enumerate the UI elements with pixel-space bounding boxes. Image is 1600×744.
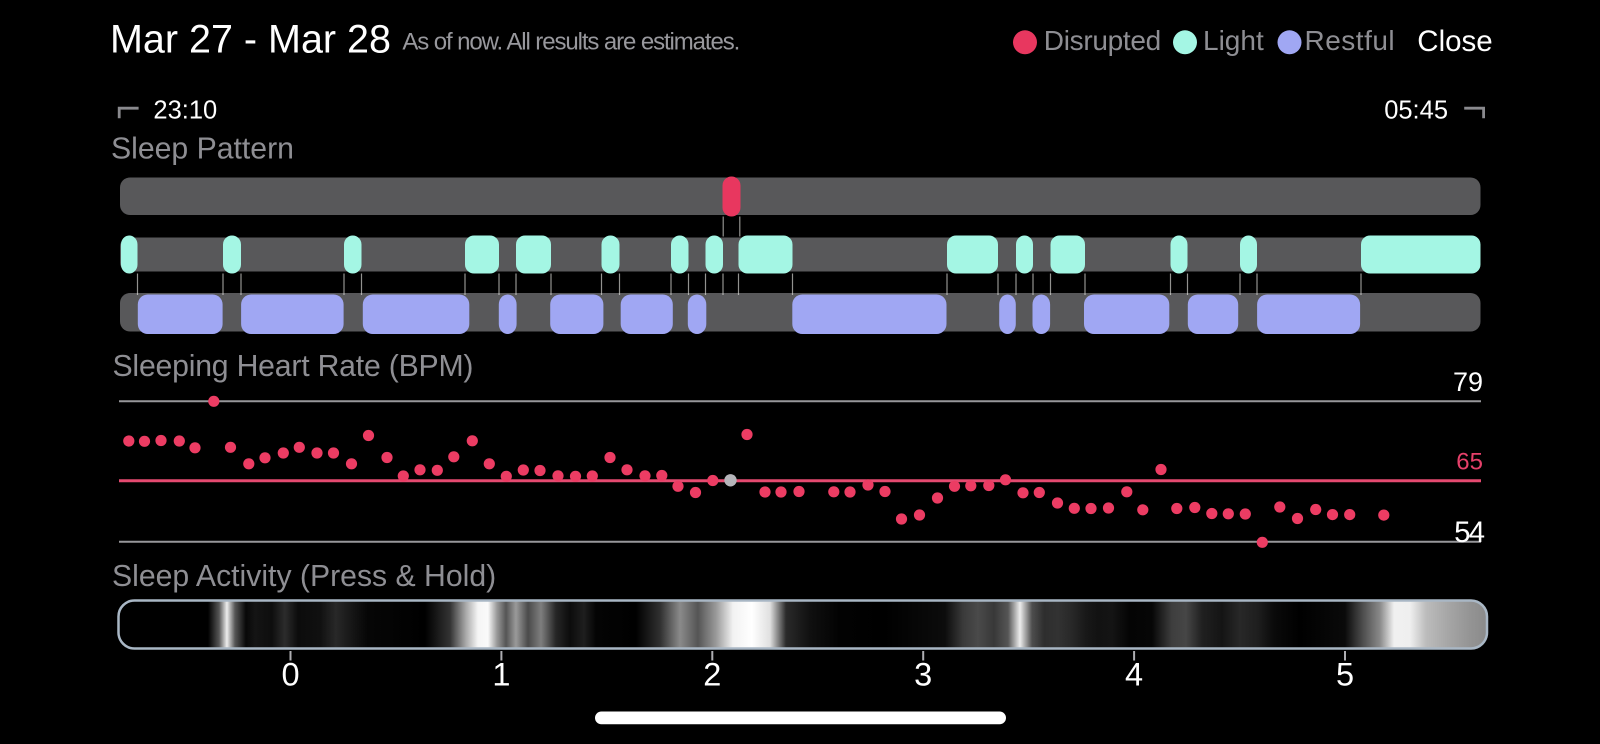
- svg-text:3: 3: [914, 656, 932, 692]
- svg-text:1: 1: [492, 656, 510, 692]
- svg-text:Sleeping Heart Rate (BPM): Sleeping Heart Rate (BPM): [113, 350, 474, 383]
- svg-text:23:10: 23:10: [153, 96, 217, 124]
- svg-text:5: 5: [1336, 656, 1354, 692]
- svg-text:Light: Light: [1203, 25, 1264, 56]
- svg-text:As of now. All results are est: As of now. All results are estimates.: [402, 29, 739, 56]
- svg-text:Restful: Restful: [1305, 25, 1396, 56]
- svg-text:Sleep Activity (Press & Hold): Sleep Activity (Press & Hold): [112, 560, 496, 593]
- svg-text:05:45: 05:45: [1384, 96, 1448, 124]
- svg-text:54: 54: [1454, 516, 1484, 549]
- svg-text:2: 2: [703, 656, 721, 692]
- svg-text:79: 79: [1453, 367, 1483, 397]
- svg-text:0: 0: [281, 656, 299, 692]
- svg-text:Mar 27 - Mar 28: Mar 27 - Mar 28: [110, 18, 391, 62]
- svg-text:65: 65: [1456, 449, 1483, 476]
- svg-text:Close: Close: [1417, 25, 1492, 58]
- svg-text:Disrupted: Disrupted: [1044, 25, 1161, 56]
- svg-text:4: 4: [1125, 656, 1143, 692]
- svg-text:Sleep Pattern: Sleep Pattern: [111, 133, 294, 166]
